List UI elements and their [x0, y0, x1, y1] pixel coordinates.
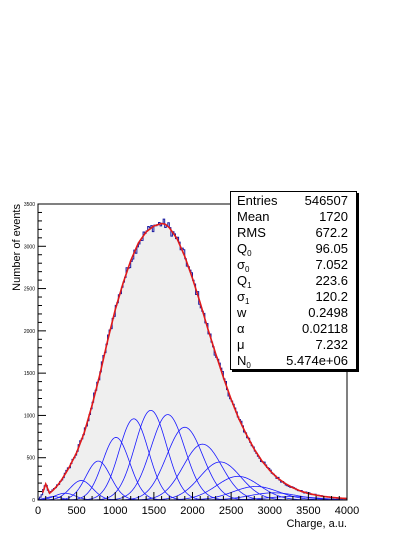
- stats-row-sigma1: σ1 120.2: [231, 289, 356, 306]
- fit-component-6: [79, 409, 222, 501]
- stats-value: 7.052: [315, 257, 348, 272]
- y-tick-label: 2500: [24, 287, 35, 293]
- stats-row-q1: Q1 223.6: [231, 273, 356, 290]
- stats-key: Q1: [237, 273, 252, 290]
- stats-value: 0.2498: [308, 305, 348, 320]
- stats-row-mean: Mean 1720: [231, 209, 356, 226]
- fit-component-4: [55, 437, 177, 501]
- stats-value: 96.05: [315, 241, 348, 256]
- x-axis-label: Charge, a.u.: [286, 518, 347, 530]
- y-tick-label: 3500: [24, 202, 35, 208]
- stats-key: N0: [237, 353, 251, 370]
- stats-key: w: [237, 305, 247, 320]
- x-tick-label: 1500: [142, 505, 166, 517]
- stats-row-n0: N0 5.474e+06: [231, 353, 356, 370]
- stats-value: 546507: [304, 193, 348, 208]
- x-tick-label: 0: [35, 505, 41, 517]
- stats-row-alpha: α 0.02118: [231, 321, 356, 338]
- x-tick-label: 1000: [103, 505, 127, 517]
- y-tick-label: 0: [32, 498, 35, 504]
- x-tick-label: 2500: [219, 505, 243, 517]
- fit-total-line: [41, 222, 348, 500]
- y-tick-label: 1000: [24, 413, 35, 419]
- y-tick-label: 3000: [24, 244, 35, 250]
- statistics-box: Entries 546507 Mean 1720 RMS 672.2 Q0 96…: [230, 191, 357, 370]
- x-tick-label: 500: [67, 505, 85, 517]
- y-tick-label: 1500: [24, 371, 35, 377]
- stats-row-mu: μ 7.232: [231, 337, 356, 354]
- stats-value: 0.02118: [301, 321, 348, 336]
- fit-component-9: [115, 443, 290, 501]
- stats-row-entries: Entries 546507: [231, 193, 356, 210]
- stats-value: 223.6: [315, 273, 348, 288]
- stats-key: Mean: [237, 209, 270, 224]
- stats-key: σ0: [237, 257, 250, 274]
- stats-key: Entries: [237, 193, 278, 208]
- stats-value: 120.2: [315, 289, 348, 304]
- stats-row-q0: Q0 96.05: [231, 241, 356, 258]
- y-tick-label: 500: [27, 456, 36, 462]
- y-axis-label: Number of events: [11, 204, 23, 291]
- stats-key: RMS: [237, 225, 266, 240]
- stats-row-sigma0: σ0 7.052: [231, 257, 356, 274]
- stats-value: 5.474e+06: [286, 353, 348, 368]
- stats-value: 7.232: [315, 337, 348, 352]
- stats-row-rms: RMS 672.2: [231, 225, 356, 242]
- x-tick-label: 3500: [296, 505, 320, 517]
- stats-value: 1720: [319, 209, 348, 224]
- stats-key: α: [237, 321, 245, 336]
- stats-row-w: w 0.2498: [231, 305, 356, 322]
- stats-key: σ1: [237, 289, 250, 306]
- x-tick-label: 4000: [335, 505, 359, 517]
- histogram-fill: [38, 219, 347, 500]
- stats-key: μ: [237, 337, 245, 352]
- x-tick-label: 2000: [180, 505, 204, 517]
- y-tick-label: 2000: [24, 329, 35, 335]
- stats-key: Q0: [237, 241, 252, 258]
- stats-value: 672.2: [315, 225, 348, 240]
- x-tick-label: 3000: [258, 505, 282, 517]
- fit-component-7: [91, 414, 244, 501]
